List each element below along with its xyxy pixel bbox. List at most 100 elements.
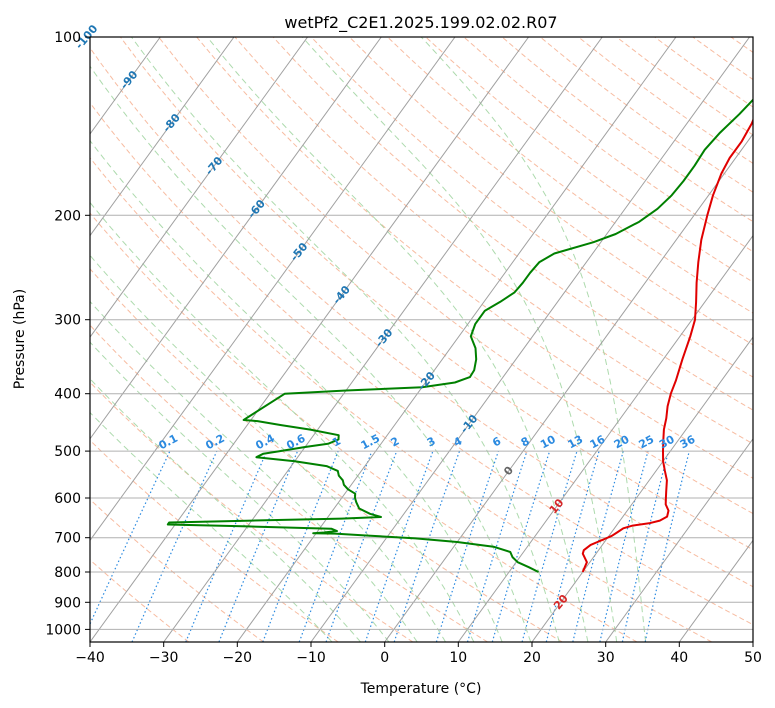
isotherm-label: -30 (373, 326, 396, 350)
isotherm-line (90, 37, 456, 542)
dry-adiabat-line (387, 37, 753, 314)
isotherm-line (384, 133, 753, 642)
moist-adiabat-line (301, 37, 618, 642)
mixing-ratio-line (185, 450, 268, 642)
isotherm-label: 10 (547, 496, 567, 516)
dry-adiabat-line (90, 212, 638, 642)
dry-adiabat-line (90, 268, 563, 642)
isotherm-label: -60 (245, 197, 268, 221)
background-lines (90, 37, 753, 642)
mixing-ratio-line (545, 450, 600, 642)
moist-adiabat-line (90, 139, 503, 642)
moist-adiabat-line (90, 300, 418, 642)
moist-adiabat-line (131, 37, 560, 642)
dry-adiabat-line (158, 37, 753, 515)
mixing-ratio-label: 10 (538, 433, 558, 452)
x-tick-label: 30 (597, 650, 615, 666)
mixing-ratio-label: 0.4 (253, 432, 277, 453)
mixing-ratio-line (90, 450, 171, 626)
grid (90, 37, 753, 630)
dry-adiabat-line (349, 37, 753, 346)
mixing-ratio-label: 6 (490, 434, 503, 449)
mixing-ratio-line (621, 450, 670, 642)
mixing-ratio-labels: 0.1 0.2 0.4 0.6 1 1.5 2 3 4 6 8 10 13 16 20 25 30 36 (157, 432, 698, 453)
mixing-ratio-label: 30 (657, 433, 677, 452)
mixing-ratio-label: 4 (451, 434, 464, 449)
y-tick-label: 1000 (45, 622, 81, 638)
x-tick-label: 40 (670, 650, 688, 666)
isotherm-line (310, 37, 751, 642)
dry-adiabat-line (90, 559, 190, 642)
temperature-profile (581, 117, 753, 573)
y-axis: 100 200 300 400 500 600 700 800 900 1000 (45, 30, 90, 638)
isotherm-line (457, 234, 753, 642)
isotherm-line (90, 37, 382, 440)
mixing-ratio-line (572, 450, 624, 642)
mixing-ratio-line (466, 450, 528, 642)
mixing-ratio-line (644, 450, 690, 642)
isotherm-label: -40 (330, 283, 353, 307)
isotherm-label: -10 (458, 412, 481, 436)
isotherm-label: -70 (203, 154, 226, 178)
isotherm-line (605, 437, 753, 642)
y-tick-label: 300 (54, 313, 81, 329)
moist-adiabat-line (90, 254, 447, 642)
mixing-ratio-label: 16 (588, 433, 608, 452)
moist-adiabat-line (90, 341, 390, 642)
y-tick-label: 400 (54, 387, 81, 403)
isotherm-label: -90 (118, 68, 141, 92)
isotherm-line (678, 539, 753, 642)
dry-adiabat-line (90, 381, 414, 642)
mixing-ratio-label: 13 (566, 433, 586, 452)
mixing-ratio-line (298, 450, 373, 642)
y-tick-label: 100 (54, 30, 81, 46)
mixing-ratio-label: 1 (330, 434, 343, 449)
y-tick-label: 700 (54, 531, 81, 547)
mixing-ratio-label: 0.1 (157, 432, 180, 453)
dry-adiabat-line (310, 37, 753, 378)
mixing-ratio-label: 1.5 (359, 432, 382, 453)
dewpoint-profile (166, 98, 753, 573)
mixing-ratio-line (131, 450, 218, 642)
isotherm-line (90, 37, 309, 339)
isotherm-label: 20 (551, 592, 571, 612)
profiles (166, 98, 753, 573)
dry-adiabat-line (90, 324, 488, 642)
mixing-ratio-line (599, 450, 649, 642)
y-tick-label: 200 (54, 208, 81, 224)
dry-adiabat-line (90, 47, 753, 588)
dry-adiabat-line (234, 37, 753, 445)
mixing-ratio-line (521, 450, 578, 642)
mixing-ratio-label: 3 (425, 434, 438, 449)
x-tick-label: 10 (449, 650, 467, 666)
y-tick-label: 900 (54, 595, 81, 611)
y-tick-label: 500 (54, 444, 81, 460)
x-tick-label: −20 (223, 650, 253, 666)
dry-adiabat-line (196, 37, 753, 479)
isotherm-line (90, 37, 235, 237)
isotherm-label: -80 (160, 111, 183, 135)
mixing-ratio-line (364, 450, 434, 642)
moist-adiabat-line (90, 65, 532, 642)
isotherm-label: 0 (501, 464, 516, 478)
mixing-ratio-label: 25 (637, 433, 657, 452)
x-tick-label: −40 (75, 650, 105, 666)
x-tick-label: 20 (523, 650, 541, 666)
y-axis-title: Pressure (hPa) (12, 289, 28, 389)
y-tick-label: 600 (54, 491, 81, 507)
mixing-ratio-label: 2 (389, 434, 402, 449)
dry-adiabat-line (120, 37, 753, 551)
moist-adiabat-line (90, 378, 361, 642)
isotherm-line (531, 336, 753, 642)
isotherm-line (163, 37, 603, 642)
chart-title: wetPf2_C2E1.2025.199.02.02.R07 (284, 13, 557, 33)
isotherm-line (752, 641, 753, 642)
mixing-ratio-line (325, 450, 398, 642)
x-tick-label: 0 (380, 650, 389, 666)
x-tick-label: 50 (744, 650, 762, 666)
mixing-ratio-line (262, 450, 339, 642)
dry-adiabat-line (90, 157, 712, 642)
dry-adiabat-line (90, 102, 753, 626)
mixing-ratio-line (435, 450, 499, 642)
